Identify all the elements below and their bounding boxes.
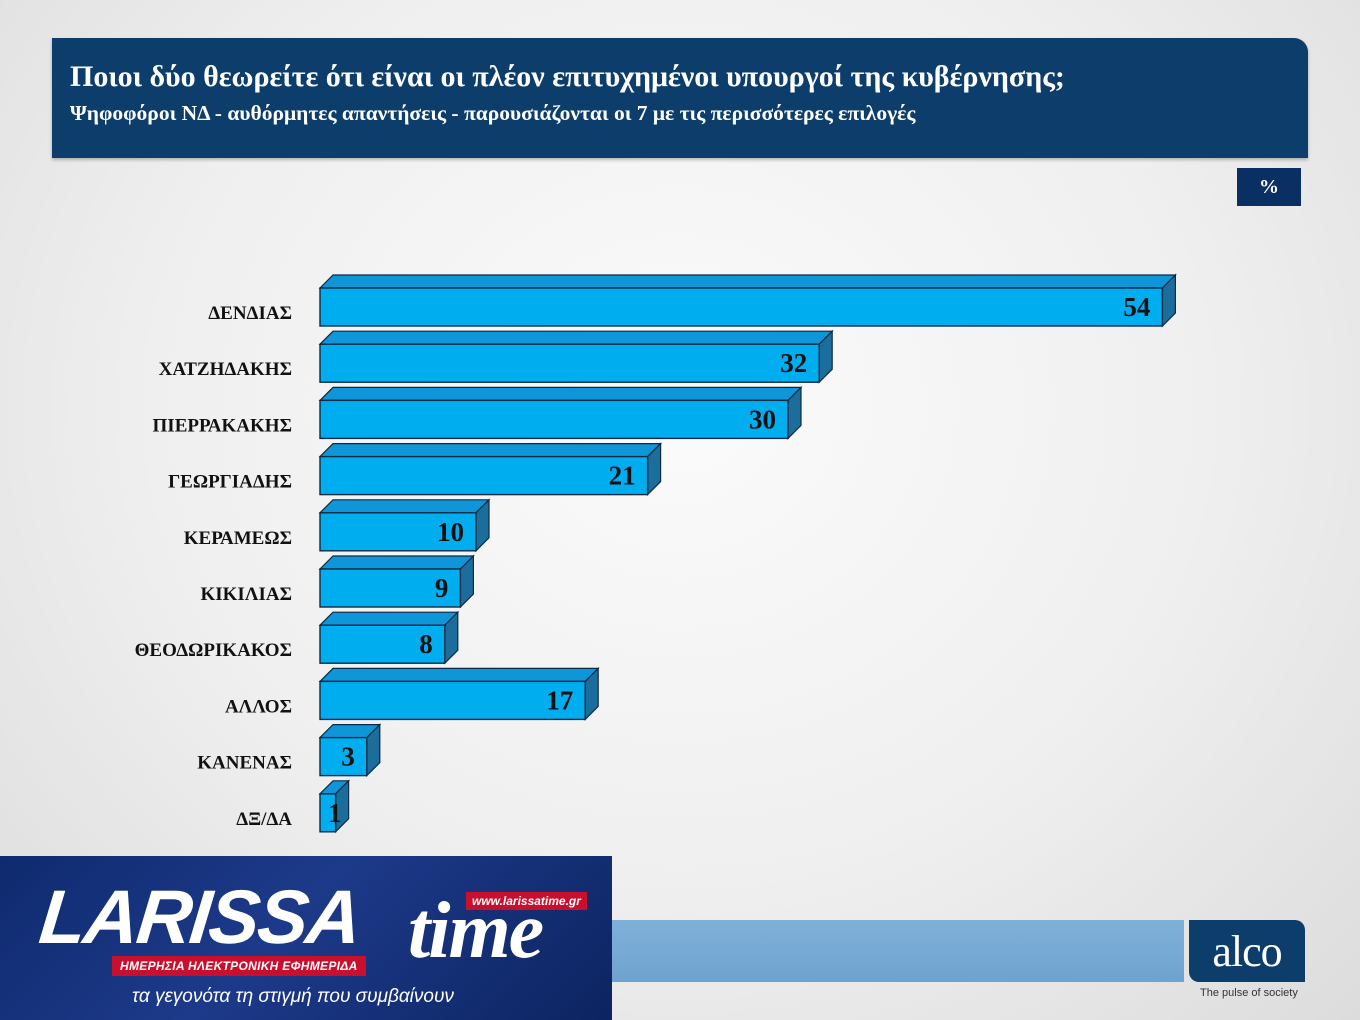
larissatime-banner: LARISSA time www.larissatime.gr ΗΜΕΡΗΣΙΑ… (0, 856, 612, 1020)
bar-value-label: 21 (609, 461, 636, 491)
bar-top-face (320, 500, 489, 513)
category-label: ΑΛΛΟΣ (225, 696, 292, 717)
category-label: ΧΑΤΖΗΔΑΚΗΣ (159, 359, 292, 380)
bar-top-face (320, 612, 458, 625)
bar-group: 30 ΠΙΕΡΡΑΚΑΚΗΣ (153, 387, 801, 438)
bar-top-face (320, 556, 473, 569)
category-label: ΚΙΚΙΛΙΑΣ (200, 584, 292, 605)
larissatime-tagline: τα γεγονότα τη στιγμή που συμβαίνουν (132, 986, 454, 1008)
alco-logo: alco (1189, 920, 1305, 982)
bar-value-label: 8 (419, 629, 433, 659)
bar-group: 1 ΔΞ/ΔΑ (236, 781, 348, 832)
bar-group: 21 ΓΕΩΡΓΙΑΔΗΣ (168, 444, 661, 495)
bar-value-label: 17 (546, 685, 573, 715)
footer-band (612, 920, 1184, 982)
bar-group: 17 ΑΛΛΟΣ (225, 668, 598, 719)
bar-group: 10 ΚΕΡΑΜΕΩΣ (184, 500, 489, 551)
bar-value-label: 30 (749, 404, 776, 434)
category-label: ΔΞ/ΔΑ (236, 809, 292, 830)
bar-top-face (320, 444, 661, 457)
bar-value-label: 54 (1123, 292, 1150, 322)
bar (320, 400, 788, 438)
bar-value-label: 3 (341, 742, 355, 772)
bar-chart: 54 ΔΕΝΔΙΑΣ 32 ΧΑΤΖΗΔΑΚΗΣ 30 ΠΙΕΡΡΑΚΑΚΗΣ 21 ΓΕΩΡ… (0, 0, 1360, 860)
bar (320, 344, 819, 382)
larissatime-red-tagline: ΗΜΕΡΗΣΙΑ ΗΛΕΚΤΡΟΝΙΚΗ ΕΦΗΜΕΡΙΔΑ (112, 956, 366, 976)
larissatime-logo-text: LARISSA (35, 874, 364, 961)
category-label: ΠΙΕΡΡΑΚΑΚΗΣ (153, 415, 292, 436)
larissatime-url: www.larissatime.gr (466, 892, 587, 910)
bar-value-label: 10 (437, 517, 464, 547)
category-label: ΘΕΟΔΩΡΙΚΑΚΟΣ (135, 640, 292, 661)
bar (320, 457, 648, 495)
bar-top-face (320, 331, 832, 344)
bar-value-label: 9 (435, 573, 449, 603)
bar-group: 54 ΔΕΝΔΙΑΣ (208, 275, 1175, 326)
bar (320, 288, 1162, 326)
category-label: ΔΕΝΔΙΑΣ (208, 303, 292, 324)
category-label: ΚΕΡΑΜΕΩΣ (184, 528, 292, 549)
category-label: ΓΕΩΡΓΙΑΔΗΣ (168, 472, 292, 493)
bar-top-face (320, 387, 801, 400)
bar-group: 9 ΚΙΚΙΛΙΑΣ (200, 556, 473, 607)
bar-value-label: 1 (328, 798, 342, 828)
bar-value-label: 32 (780, 348, 807, 378)
bar-group: 3 ΚΑΝΕΝΑΣ (197, 725, 380, 776)
alco-tagline: The pulse of society (1200, 987, 1298, 999)
bar-top-face (320, 668, 598, 681)
bar-group: 8 ΘΕΟΔΩΡΙΚΑΚΟΣ (135, 612, 458, 663)
category-label: ΚΑΝΕΝΑΣ (197, 753, 292, 774)
bar-top-face (320, 275, 1175, 288)
bar-group: 32 ΧΑΤΖΗΔΑΚΗΣ (159, 331, 833, 382)
